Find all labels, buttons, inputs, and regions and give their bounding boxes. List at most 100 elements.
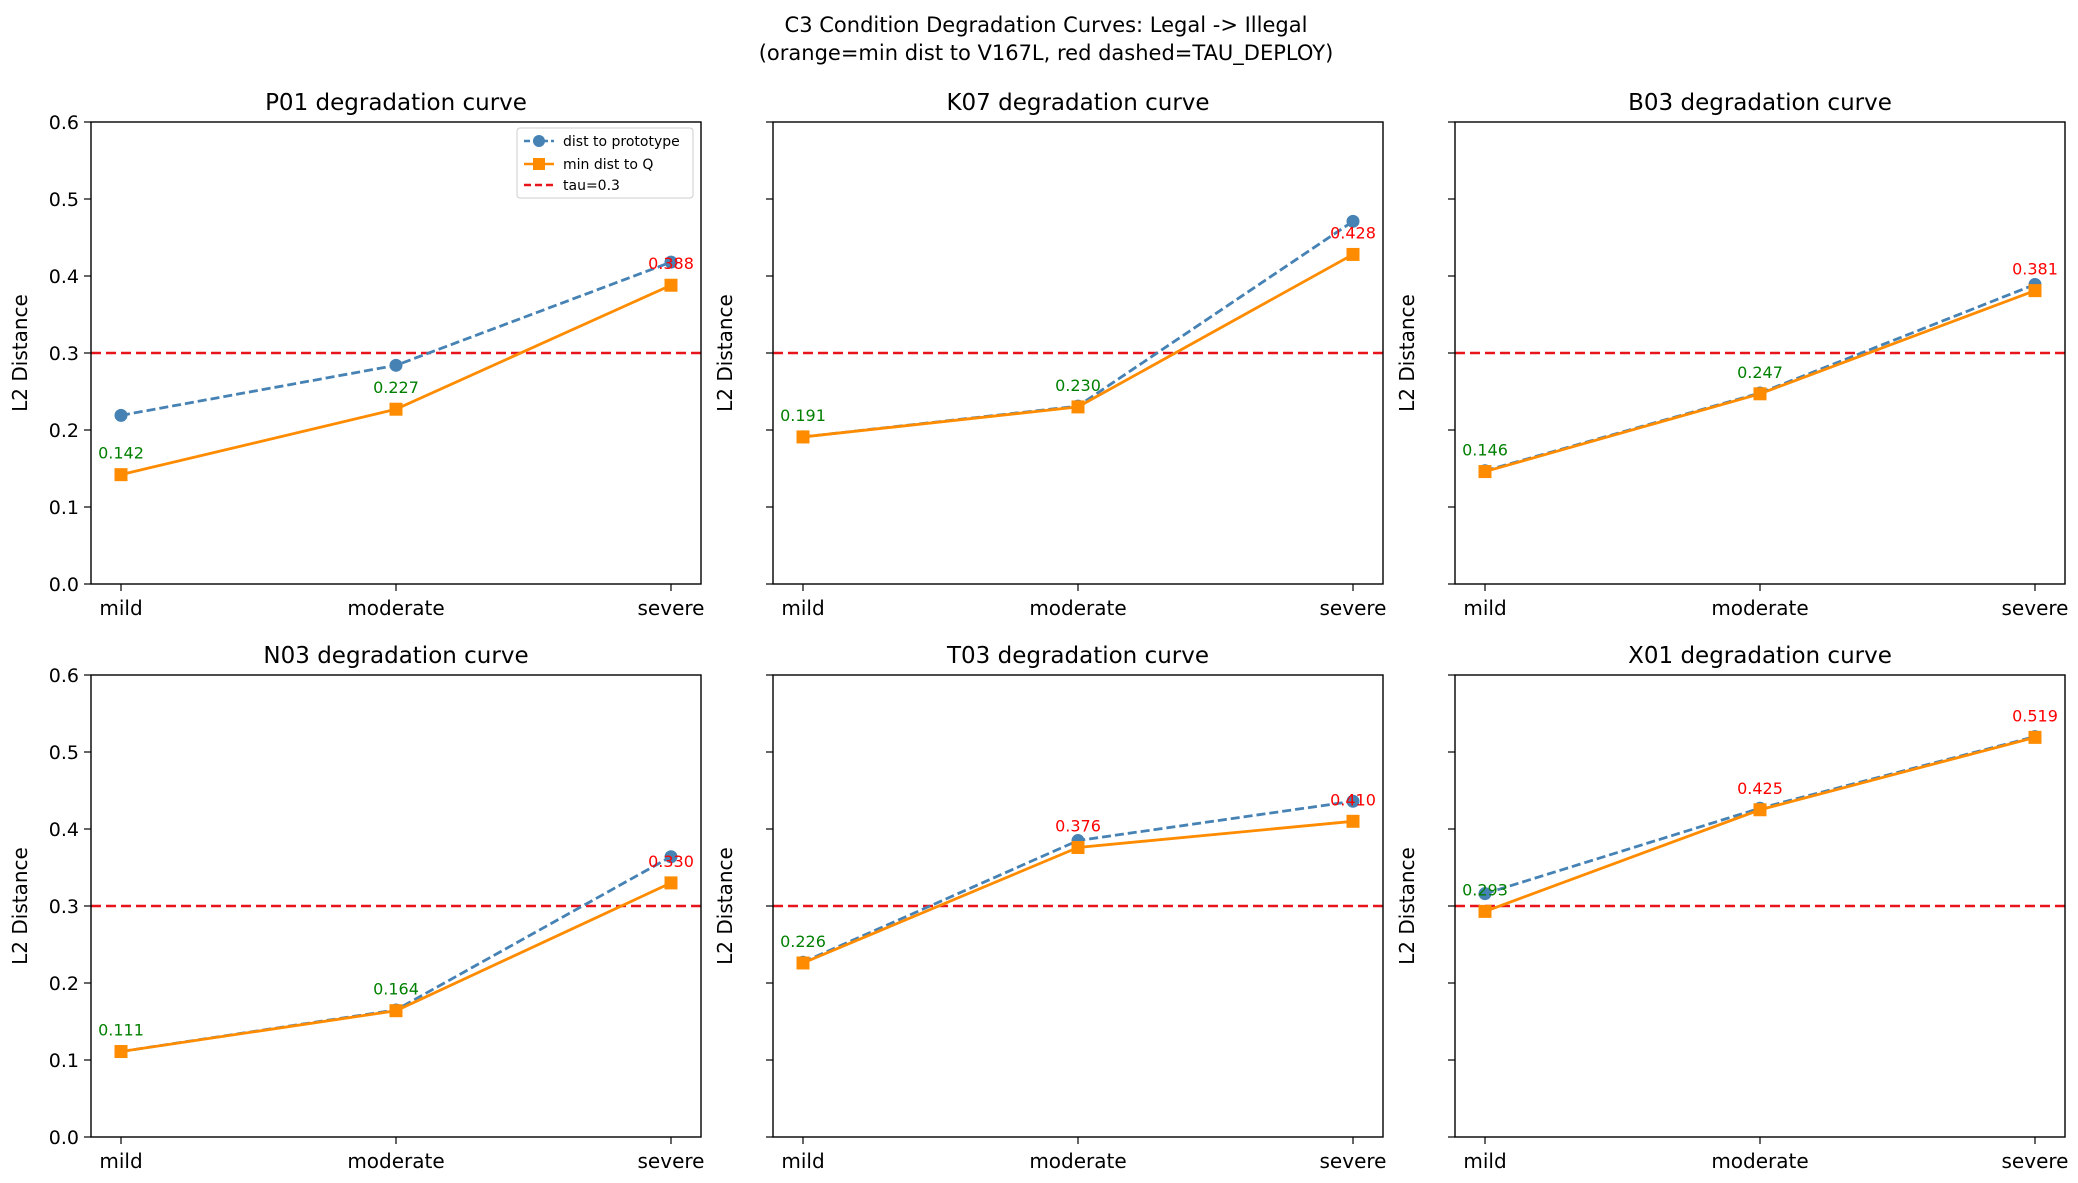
min-dist-point [664, 876, 678, 890]
data-value-label: 0.111 [98, 1021, 144, 1040]
plot-frame [772, 121, 1384, 585]
min-dist-point [389, 1004, 403, 1018]
plot-frame [90, 674, 702, 1138]
y-tick-label: 0.0 [49, 1127, 79, 1149]
panel-title: X01 degradation curve [1628, 643, 1892, 669]
prototype-point [1346, 214, 1360, 228]
min-dist-point [796, 956, 810, 970]
min-dist-point [389, 402, 403, 416]
y-tick-label: 0.2 [49, 420, 79, 442]
prototype-point [1478, 887, 1492, 901]
min-dist-point [114, 468, 128, 482]
x-tick-label: severe [1320, 596, 1387, 620]
y-tick-label: 0.6 [49, 665, 79, 687]
figure-title-line2: (orange=min dist to V167L, red dashed=TA… [759, 41, 1334, 66]
y-tick-label: 0.0 [49, 574, 79, 596]
x-tick-label: severe [2002, 1149, 2069, 1173]
min-dist-point [1478, 465, 1492, 479]
chart-panel-6: X01 degradation curve L2 Distance mild mode… [1395, 643, 2068, 1173]
data-value-label: 0.146 [1462, 441, 1508, 460]
min-dist-point [2028, 730, 2042, 744]
panel-title: K07 degradation curve [946, 90, 1209, 116]
y-tick-label: 0.6 [49, 112, 79, 134]
chart-panel-4: N03 degradation curve 0.0 0.1 0.2 0.3 0.4 0.5 0… [8, 643, 704, 1173]
y-axis-label: L2 Distance [8, 847, 32, 965]
x-tick-label: severe [1320, 1149, 1387, 1173]
min-dist-point [796, 430, 810, 444]
x-tick-label: mild [99, 1149, 142, 1173]
min-dist-point [1071, 840, 1085, 854]
x-tick-label: severe [638, 1149, 705, 1173]
x-tick-label: severe [2002, 596, 2069, 620]
plot-frame [1454, 674, 2066, 1138]
x-tick-label: moderate [1711, 1149, 1808, 1173]
min-dist-line [120, 881, 672, 1053]
x-tick-label: mild [1463, 596, 1506, 620]
data-value-label: 0.330 [648, 852, 694, 871]
min-dist-point [664, 278, 678, 292]
chart-legend: dist to prototype min dist to Q tau=0.3 [516, 127, 694, 199]
y-tick-label: 0.5 [49, 742, 79, 764]
data-value-label: 0.410 [1330, 790, 1376, 809]
prototype-point [389, 358, 403, 372]
y-axis-label: L2 Distance [8, 294, 32, 412]
x-tick-label: mild [99, 596, 142, 620]
legend-box [516, 127, 694, 199]
data-value-label: 0.226 [780, 932, 826, 951]
plot-frame [772, 674, 1384, 1138]
figure-title-line1: C3 Condition Degradation Curves: Legal -… [785, 13, 1308, 37]
x-tick-label: moderate [1029, 596, 1126, 620]
data-value-label: 0.293 [1462, 880, 1508, 899]
min-dist-line [1484, 736, 2036, 913]
x-tick-label: mild [781, 596, 824, 620]
data-value-label: 0.164 [373, 980, 419, 999]
prototype-point [664, 255, 678, 269]
x-tick-label: severe [638, 596, 705, 620]
data-value-label: 0.381 [2012, 260, 2058, 279]
prototype-point [1346, 794, 1360, 808]
y-tick-label: 0.3 [49, 896, 79, 918]
data-value-label: 0.227 [373, 378, 419, 397]
prototype-line [120, 855, 672, 1053]
panel-title: P01 degradation curve [265, 90, 527, 116]
y-tick-label: 0.1 [49, 497, 79, 519]
data-value-label: 0.247 [1737, 363, 1783, 382]
legend-entry-label: tau=0.3 [563, 178, 620, 194]
y-tick-label: 0.4 [49, 819, 79, 841]
min-dist-point [1753, 803, 1767, 817]
legend-marker-min-dist [533, 158, 545, 170]
data-value-label: 0.142 [98, 444, 144, 463]
x-tick-label: moderate [347, 596, 444, 620]
panel-title: B03 degradation curve [1628, 90, 1892, 116]
y-tick-label: 0.4 [49, 266, 79, 288]
data-value-label: 0.230 [1055, 376, 1101, 395]
x-tick-label: moderate [1029, 1149, 1126, 1173]
y-tick-label: 0.1 [49, 1050, 79, 1072]
legend-marker-prototype [533, 135, 545, 147]
data-value-label: 0.519 [2012, 706, 2058, 725]
min-dist-point [2028, 284, 2042, 298]
legend-entry-label: min dist to Q [563, 157, 653, 173]
y-tick-label: 0.5 [49, 189, 79, 211]
panel-title: T03 degradation curve [946, 643, 1209, 669]
y-axis-label: L2 Distance [1395, 847, 1419, 965]
legend-entry-label: dist to prototype [563, 134, 680, 150]
x-tick-label: mild [1463, 1149, 1506, 1173]
min-dist-point [1346, 247, 1360, 261]
y-axis-label: L2 Distance [713, 294, 737, 412]
y-tick-label: 0.3 [49, 343, 79, 365]
chart-panel-3: B03 degradation curve L2 Distance mild mode… [1395, 90, 2068, 620]
x-tick-label: mild [781, 1149, 824, 1173]
y-axis-label: L2 Distance [713, 847, 737, 965]
chart-panel-2: K07 degradation curve L2 Distance mild mode… [713, 90, 1386, 620]
plot-frame [1454, 121, 2066, 585]
data-value-label: 0.376 [1055, 816, 1101, 835]
prototype-point [114, 408, 128, 422]
x-tick-label: moderate [1711, 596, 1808, 620]
prototype-point [664, 850, 678, 864]
y-axis-label: L2 Distance [1395, 294, 1419, 412]
min-dist-point [1478, 904, 1492, 918]
y-tick-label: 0.2 [49, 973, 79, 995]
min-dist-point [114, 1045, 128, 1059]
